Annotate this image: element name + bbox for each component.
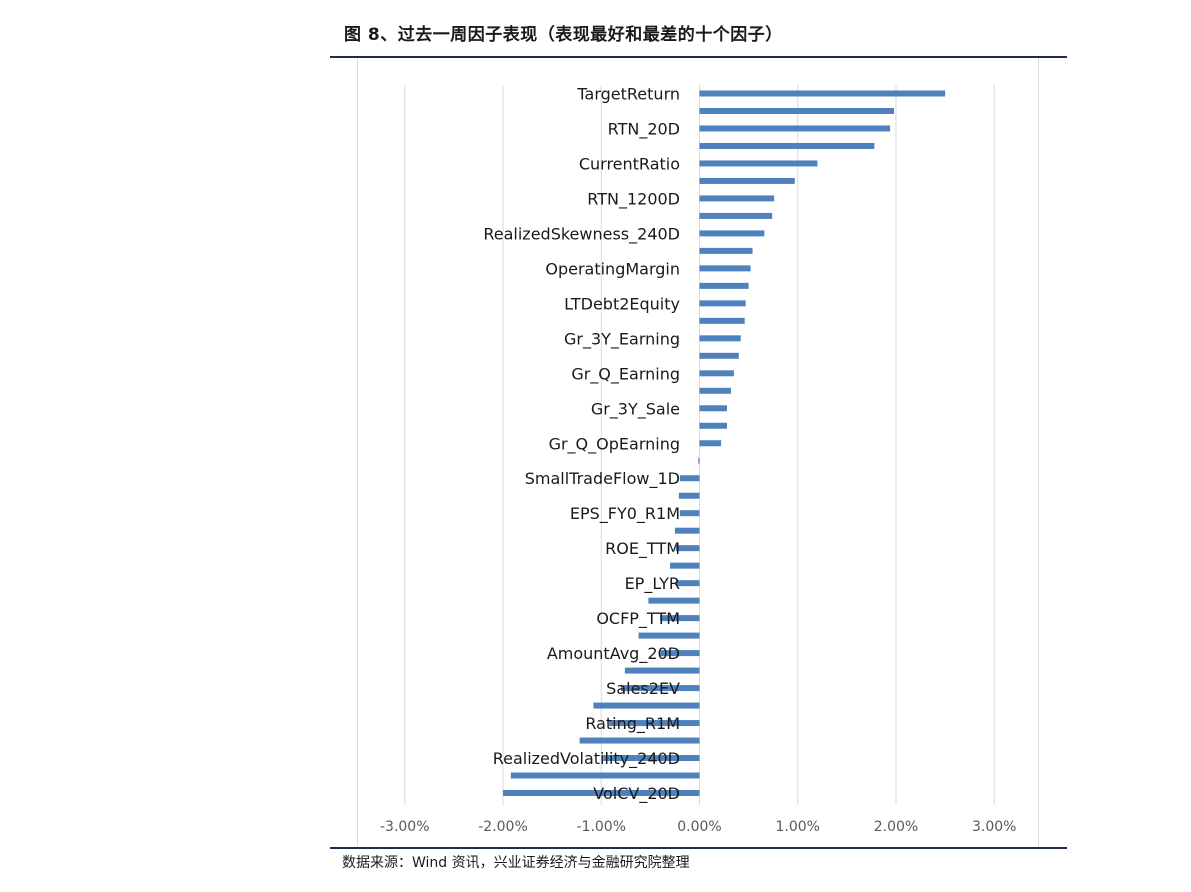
source-note: 数据来源：Wind 资讯，兴业证券经济与金融研究院整理 [342,855,690,871]
bar [699,335,741,342]
bar [699,230,765,237]
category-label: Rating_R1M [585,714,680,734]
bar [699,177,795,184]
bar [699,90,946,97]
bar [699,387,731,394]
category-label: CurrentRatio [579,154,680,173]
bar [675,580,700,587]
bar [699,405,728,412]
category-label: EPS_FY0_R1M [570,504,680,524]
category-label: Gr_Q_OpEarning [549,434,680,454]
x-tick-label: 2.00% [874,819,918,835]
category-label: OperatingMargin [545,259,680,278]
bar [593,702,700,709]
bar [699,142,875,149]
category-label: AmountAvg_20D [547,644,680,664]
bar [670,562,700,569]
x-tick-label: -3.00% [380,819,430,835]
category-label: RTN_1200D [587,189,680,209]
category-label: RealizedVolatility_240D [493,749,680,769]
bar [699,282,749,289]
x-axis-tick-labels: -3.00% -2.00% -1.00% 0.00% 1.00% 2.00% 3.00% [380,819,1017,835]
category-label: TargetReturn [576,85,680,104]
x-tick-label: -1.00% [576,819,626,835]
bar [699,370,734,377]
bar [699,440,722,447]
category-label: Gr_Q_Earning [571,364,680,384]
bar [679,475,700,482]
bar [699,300,746,307]
bar [648,597,700,604]
bar [699,195,775,202]
bar [678,492,700,499]
category-label: RTN_20D [608,119,680,139]
bar [510,772,700,779]
category-label: ROE_TTM [605,539,680,559]
figure-title: 图 8、过去一周因子表现（表现最好和最差的十个因子） [344,25,783,45]
category-labels: TargetReturn RTN_20D CurrentRatio RTN_1200D… [483,85,680,805]
bar [579,737,700,744]
bar [699,265,751,272]
category-label: VolCV_20D [593,784,680,804]
bar [624,667,700,674]
top-rule [330,56,1067,58]
category-label: EP_LYR [625,574,680,594]
bar [698,457,700,464]
bar [603,755,700,762]
bar [699,422,728,429]
bar [679,510,700,517]
category-label: SmallTradeFlow_1D [525,469,680,489]
x-tick-label: -2.00% [478,819,528,835]
bar [675,545,700,552]
bar [699,317,745,324]
x-tick-label: 1.00% [776,819,820,835]
bar [699,125,891,132]
bar [609,720,700,727]
category-label: RealizedSkewness_240D [483,224,680,244]
chart-frame [357,58,1039,846]
grid-lines [404,85,995,805]
bar [638,632,700,639]
bar [660,615,700,622]
bar [699,352,739,359]
bar [699,160,818,167]
category-label: OCFP_TTM [596,609,680,629]
x-tick-label: 0.00% [677,819,721,835]
bars [503,90,946,796]
bottom-rule [330,847,1067,849]
x-tick-label: 3.00% [972,819,1016,835]
bar [620,685,700,692]
bar [699,212,773,219]
bar [699,247,753,254]
category-label: Gr_3Y_Earning [564,329,680,349]
category-label: LTDebt2Equity [564,294,680,313]
category-label: Sales2EV [606,679,680,698]
bar [699,107,895,114]
bar [503,790,700,796]
category-label: Gr_3Y_Sale [591,399,680,419]
bar [660,650,700,657]
bar [674,527,700,534]
